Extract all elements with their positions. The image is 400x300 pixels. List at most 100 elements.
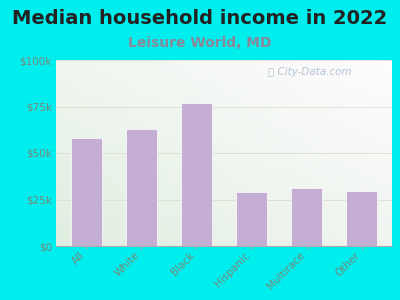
Bar — [56, 134, 392, 136]
Bar — [56, 226, 392, 227]
Bar — [56, 179, 392, 181]
Bar — [56, 122, 392, 123]
Bar — [385, 60, 389, 246]
Bar — [76, 60, 80, 246]
Bar — [204, 60, 207, 246]
Bar — [106, 60, 110, 246]
Bar — [126, 60, 130, 246]
Bar — [100, 60, 103, 246]
Bar — [258, 60, 261, 246]
Bar — [56, 168, 392, 170]
Bar — [56, 99, 392, 101]
Bar — [251, 60, 254, 246]
Bar — [120, 60, 123, 246]
Bar — [322, 60, 325, 246]
Bar — [365, 60, 368, 246]
Bar — [71, 138, 102, 246]
Text: Leisure World, MD: Leisure World, MD — [128, 36, 272, 50]
Bar — [164, 60, 167, 246]
Bar — [96, 60, 100, 246]
Bar — [298, 60, 301, 246]
Bar — [56, 157, 392, 159]
Bar — [56, 224, 392, 226]
Bar — [197, 60, 200, 246]
Bar — [56, 211, 392, 212]
Bar — [224, 60, 227, 246]
Bar — [346, 191, 377, 246]
Bar — [56, 196, 392, 198]
Bar — [103, 60, 106, 246]
Bar — [80, 60, 83, 246]
Bar — [194, 60, 197, 246]
Bar — [264, 60, 268, 246]
Bar — [56, 203, 392, 205]
Bar — [167, 60, 170, 246]
Bar — [368, 60, 372, 246]
Bar — [56, 105, 392, 106]
Bar — [56, 237, 392, 239]
Bar — [56, 207, 392, 209]
Bar — [56, 220, 392, 222]
Bar — [56, 82, 392, 84]
Bar — [352, 60, 355, 246]
Bar — [207, 60, 210, 246]
Bar — [73, 60, 76, 246]
Bar — [56, 172, 392, 173]
Text: Median household income in 2022: Median household income in 2022 — [12, 9, 388, 28]
Bar — [382, 60, 385, 246]
Text: ⓘ City-Data.com: ⓘ City-Data.com — [268, 68, 351, 77]
Bar — [281, 60, 284, 246]
Bar — [342, 60, 345, 246]
Bar — [187, 60, 190, 246]
Bar — [56, 160, 392, 162]
Bar — [56, 159, 392, 161]
Bar — [375, 60, 378, 246]
Bar — [56, 151, 392, 153]
Bar — [126, 129, 156, 246]
Bar — [325, 60, 328, 246]
Bar — [56, 190, 392, 192]
Bar — [56, 142, 392, 144]
Bar — [56, 229, 392, 231]
Bar — [56, 198, 392, 200]
Bar — [56, 155, 392, 157]
Bar — [284, 60, 288, 246]
Bar — [56, 149, 392, 151]
Bar — [56, 112, 392, 114]
Bar — [56, 60, 392, 62]
Bar — [294, 60, 298, 246]
Bar — [378, 60, 382, 246]
Bar — [56, 177, 392, 179]
Bar — [56, 68, 392, 69]
Bar — [56, 79, 392, 80]
Bar — [56, 118, 392, 119]
Bar — [311, 60, 315, 246]
Bar — [56, 106, 392, 108]
Bar — [56, 71, 392, 73]
Bar — [358, 60, 362, 246]
Bar — [278, 60, 281, 246]
Bar — [274, 60, 278, 246]
Bar — [90, 60, 93, 246]
Bar — [70, 60, 73, 246]
Bar — [154, 60, 157, 246]
Bar — [248, 60, 251, 246]
Bar — [83, 60, 86, 246]
Bar — [56, 153, 392, 155]
Bar — [227, 60, 231, 246]
Bar — [56, 233, 392, 235]
Bar — [174, 60, 177, 246]
Bar — [56, 201, 392, 203]
Bar — [56, 184, 392, 187]
Bar — [56, 205, 392, 207]
Bar — [56, 164, 392, 166]
Bar — [56, 80, 392, 82]
Bar — [305, 60, 308, 246]
Bar — [56, 97, 392, 99]
Bar — [150, 60, 154, 246]
Bar — [56, 60, 59, 246]
Bar — [180, 60, 184, 246]
Bar — [56, 131, 392, 133]
Bar — [234, 60, 238, 246]
Bar — [59, 60, 63, 246]
